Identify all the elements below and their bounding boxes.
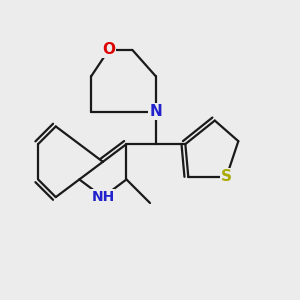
Text: O: O (102, 42, 115, 57)
Text: N: N (149, 104, 162, 119)
Text: NH: NH (91, 190, 115, 204)
Text: S: S (221, 169, 232, 184)
